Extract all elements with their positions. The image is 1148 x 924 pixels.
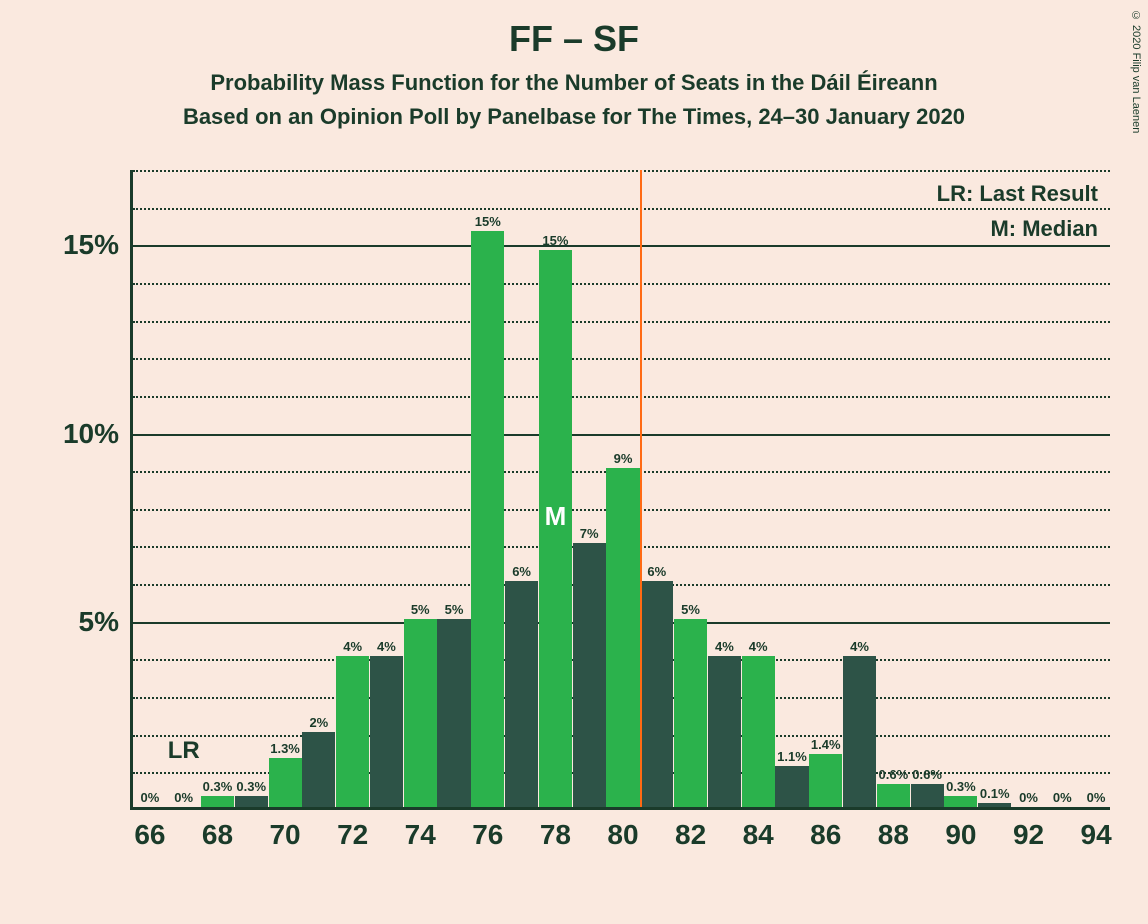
bar-value-label: 0.1%	[980, 786, 1010, 801]
bar-value-label: 5%	[445, 602, 464, 617]
chart-subtitle-2: Based on an Opinion Poll by Panelbase fo…	[0, 104, 1148, 130]
bar-value-label: 4%	[749, 639, 768, 654]
bar-value-label: 1.4%	[811, 737, 841, 752]
grid-major	[133, 434, 1110, 436]
chart-title: FF – SF	[0, 18, 1148, 60]
bar: 5%	[404, 619, 437, 807]
bar-value-label: 4%	[850, 639, 869, 654]
bar: 5%	[674, 619, 707, 807]
bar-value-label: 0%	[140, 790, 159, 805]
bar: 7%	[573, 543, 606, 807]
majority-line	[640, 170, 642, 807]
lr-marker: LR	[168, 737, 200, 765]
bar-value-label: 0.6%	[912, 767, 942, 782]
plot-region: LR: Last Result M: Median 5%10%15%666870…	[130, 170, 1110, 810]
bar-value-label: 0%	[1087, 790, 1106, 805]
x-tick-label: 92	[1013, 819, 1044, 851]
bar-value-label: 1.1%	[777, 749, 807, 764]
bar-value-label: 0.6%	[879, 767, 909, 782]
copyright-text: © 2020 Filip van Laenen	[1130, 10, 1142, 133]
bar-value-label: 1.3%	[270, 741, 300, 756]
x-tick-label: 68	[202, 819, 233, 851]
x-tick-label: 88	[878, 819, 909, 851]
x-tick-label: 94	[1081, 819, 1112, 851]
bar: 1.4%	[809, 754, 842, 807]
bar-value-label: 6%	[647, 564, 666, 579]
bar-value-label: 15%	[475, 214, 501, 229]
bar-value-label: 15%	[542, 233, 568, 248]
title-block: FF – SF Probability Mass Function for th…	[0, 0, 1148, 130]
bar-value-label: 0%	[1053, 790, 1072, 805]
bar: 4%	[336, 656, 369, 807]
bar: 0.6%	[877, 784, 910, 807]
grid-major	[133, 245, 1110, 247]
legend-lr: LR: Last Result	[937, 176, 1098, 211]
bar: 0.3%	[235, 796, 268, 807]
bar: 4%	[370, 656, 403, 807]
bar: 15%	[471, 231, 504, 807]
bar: 0.3%	[944, 796, 977, 807]
x-tick-label: 84	[743, 819, 774, 851]
grid-minor	[133, 358, 1110, 360]
bar: 6%	[640, 581, 673, 807]
bar-value-label: 0.3%	[236, 779, 266, 794]
bar-value-label: 9%	[614, 451, 633, 466]
bar: 0.1%	[978, 803, 1011, 807]
median-marker: M	[545, 501, 567, 532]
bar-value-label: 0.3%	[946, 779, 976, 794]
bar: 1.1%	[775, 766, 808, 807]
bar: 4%	[843, 656, 876, 807]
grid-minor	[133, 396, 1110, 398]
bar-value-label: 7%	[580, 526, 599, 541]
bar: 4%	[708, 656, 741, 807]
bar: 1.3%	[269, 758, 302, 807]
legend-m: M: Median	[937, 211, 1098, 246]
y-tick-label: 15%	[63, 229, 119, 261]
grid-minor	[133, 170, 1110, 172]
x-tick-label: 80	[607, 819, 638, 851]
bar: 4%	[742, 656, 775, 807]
bar-value-label: 5%	[411, 602, 430, 617]
x-tick-label: 74	[405, 819, 436, 851]
bar-value-label: 4%	[343, 639, 362, 654]
bar: 9%	[606, 468, 639, 807]
bar: 6%	[505, 581, 538, 807]
bar: 2%	[302, 732, 335, 807]
bar-value-label: 0%	[1019, 790, 1038, 805]
bar-value-label: 4%	[377, 639, 396, 654]
bar-value-label: 0%	[174, 790, 193, 805]
bar-value-label: 4%	[715, 639, 734, 654]
x-tick-label: 72	[337, 819, 368, 851]
legend: LR: Last Result M: Median	[937, 176, 1098, 246]
x-tick-label: 70	[269, 819, 300, 851]
x-tick-label: 76	[472, 819, 503, 851]
y-tick-label: 5%	[79, 606, 119, 638]
x-tick-label: 78	[540, 819, 571, 851]
x-tick-label: 90	[945, 819, 976, 851]
bar-value-label: 6%	[512, 564, 531, 579]
bar: 0.3%	[201, 796, 234, 807]
grid-minor	[133, 321, 1110, 323]
bar-value-label: 2%	[309, 715, 328, 730]
grid-minor	[133, 208, 1110, 210]
x-tick-label: 86	[810, 819, 841, 851]
bar: 0.6%	[911, 784, 944, 807]
bar: 5%	[437, 619, 470, 807]
chart-area: LR: Last Result M: Median 5%10%15%666870…	[130, 170, 1110, 810]
x-tick-label: 66	[134, 819, 165, 851]
y-tick-label: 10%	[63, 418, 119, 450]
grid-minor	[133, 283, 1110, 285]
x-tick-label: 82	[675, 819, 706, 851]
bar-value-label: 5%	[681, 602, 700, 617]
chart-subtitle-1: Probability Mass Function for the Number…	[0, 70, 1148, 96]
bar-value-label: 0.3%	[203, 779, 233, 794]
